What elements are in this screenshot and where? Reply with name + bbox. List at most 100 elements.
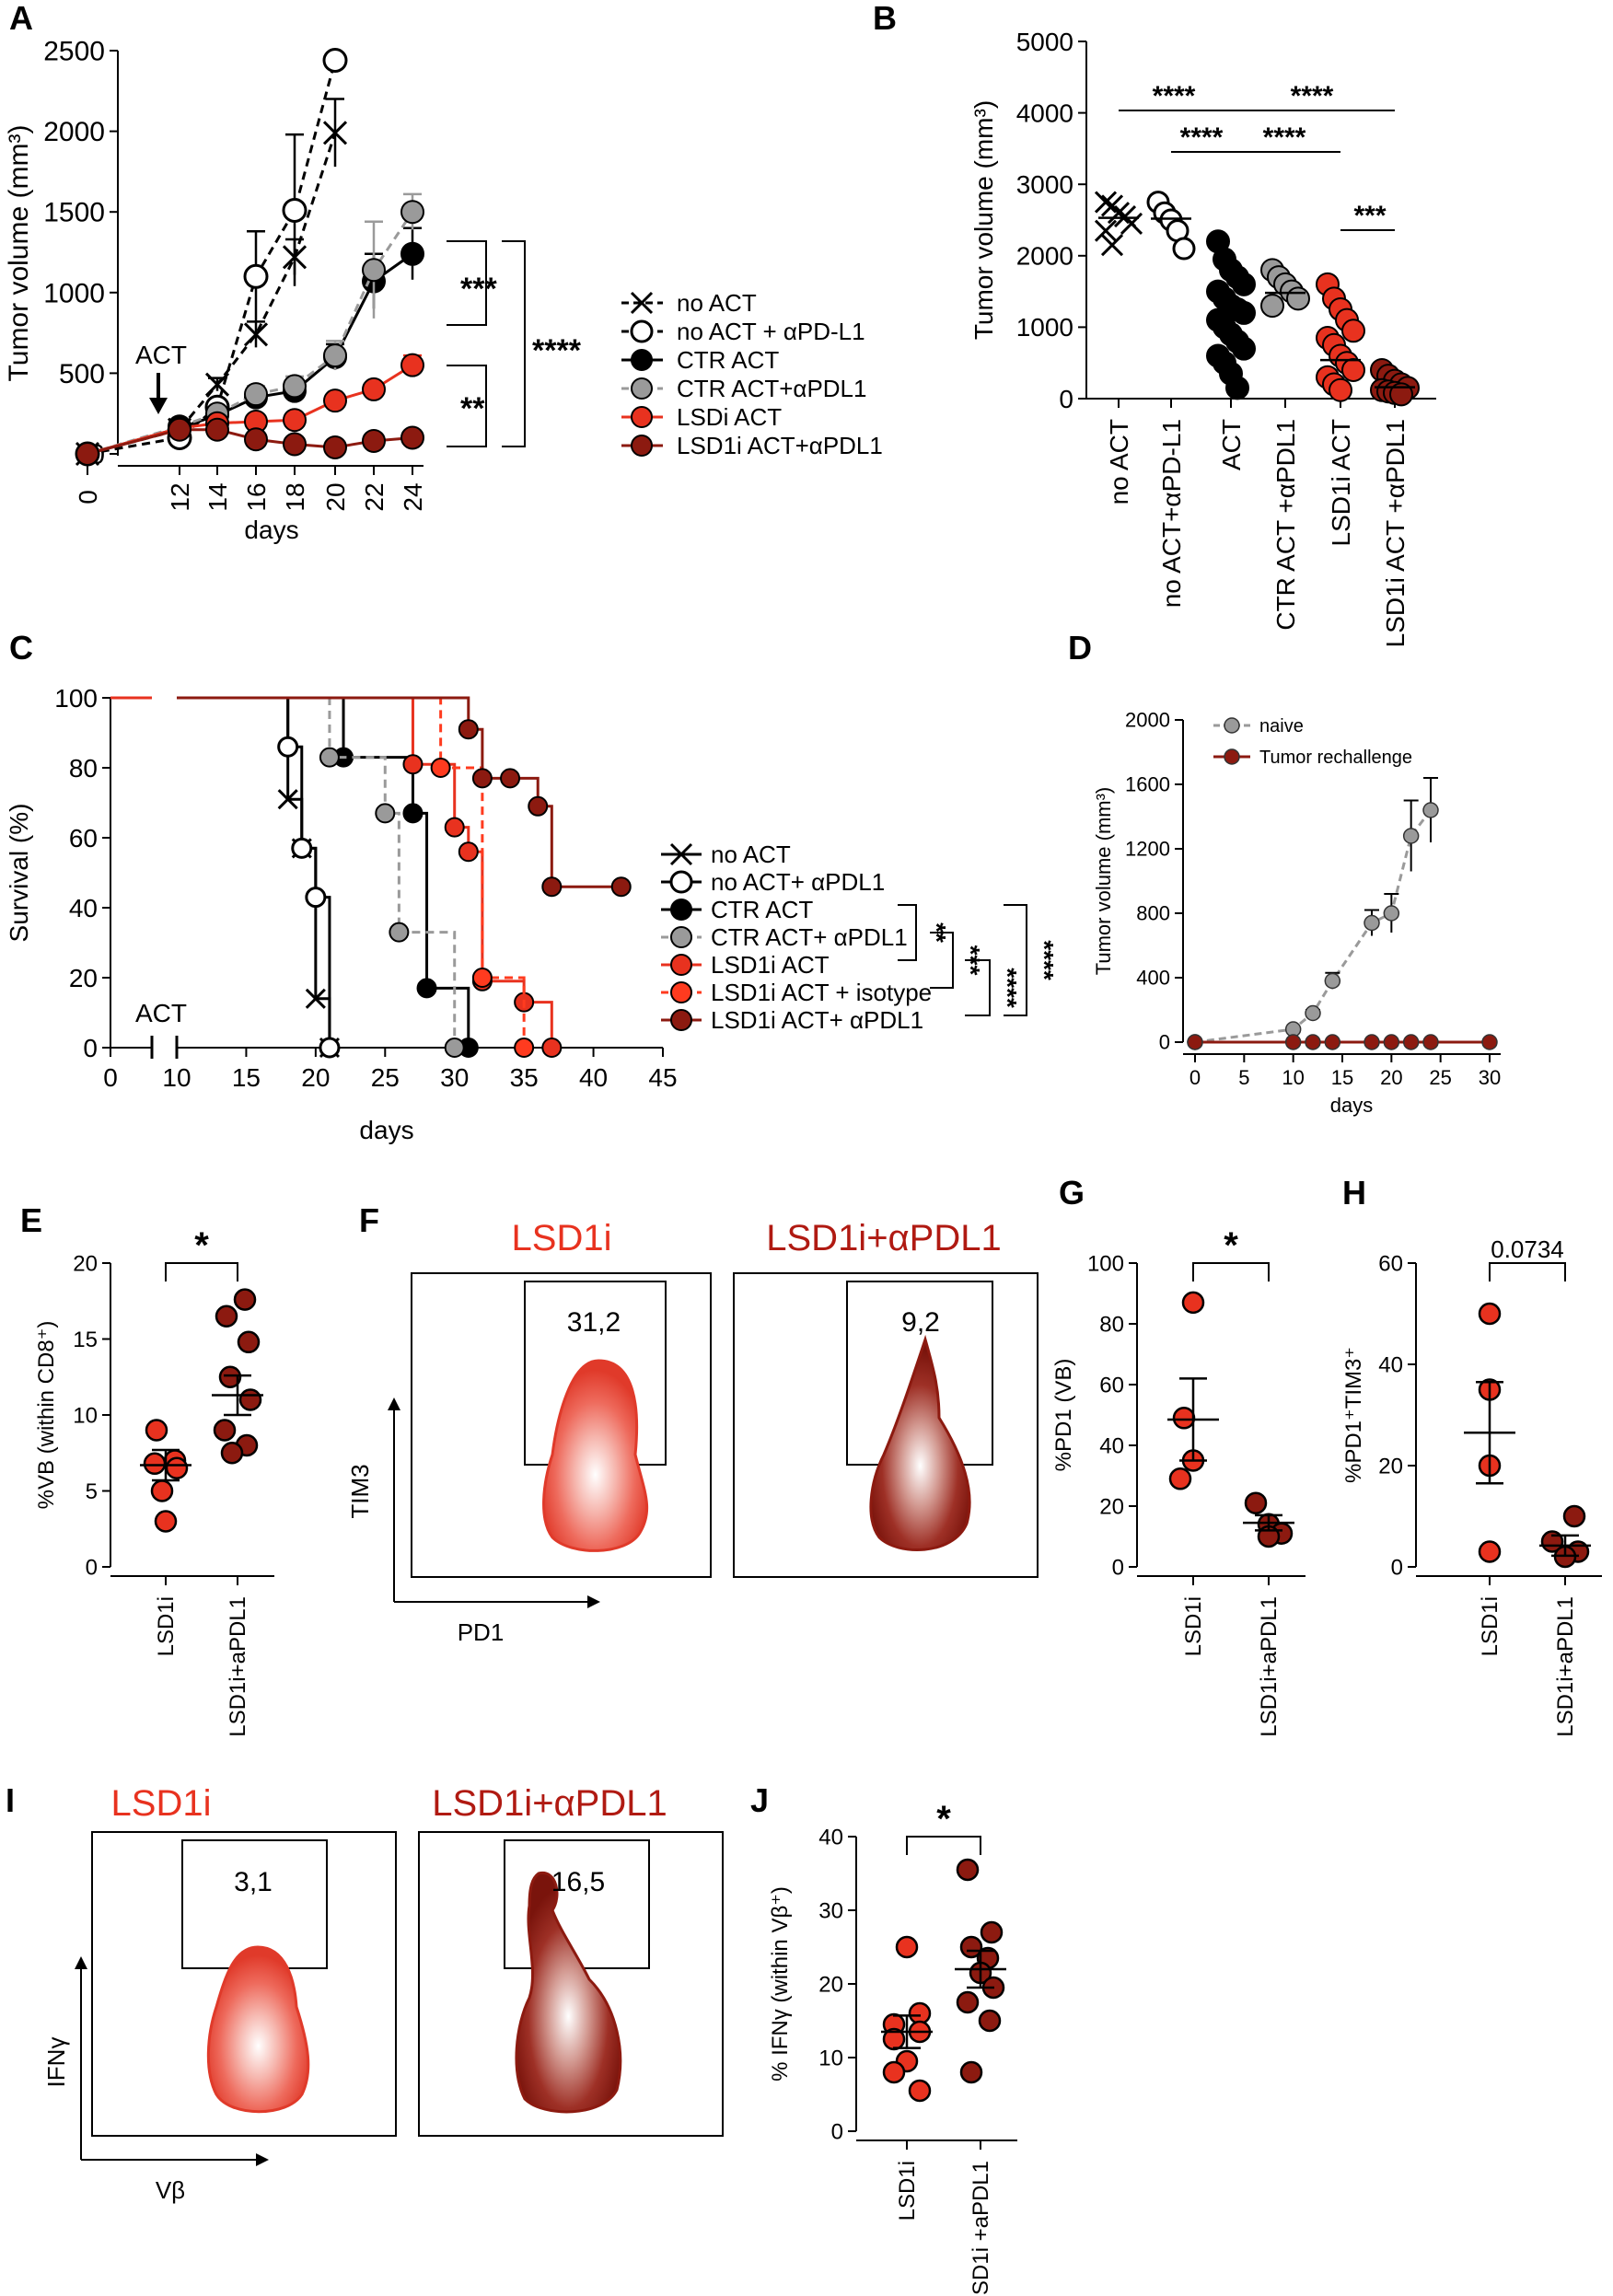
a-legend-label: CTR ACT <box>677 346 779 374</box>
a-act-arrowhead <box>149 398 168 414</box>
c-series-1-point <box>291 837 313 859</box>
panel-letter-i: I <box>6 1781 15 1819</box>
chart-c-survival: 0 20 40 60 80 100 Survival (%) 0 10 15 20 25 30 35 40 4… <box>5 684 678 1144</box>
e-significance: * <box>194 1225 209 1266</box>
flow-i-density-1 <box>206 1945 310 2114</box>
c-series-4-point <box>541 1038 563 1058</box>
c-x-tick-label: 0 <box>103 1063 118 1092</box>
c-series-5-point <box>471 968 493 988</box>
c-series-6-point <box>500 768 521 789</box>
g-y-tick-label: 60 <box>1099 1373 1124 1397</box>
flow-panel-i: LSD1i LSD1i+αPDL1 3,1 16,5 IFNγ Vβ <box>42 1783 724 2204</box>
a-series-1-point <box>322 48 348 74</box>
c-series-line-1 <box>177 696 331 1048</box>
c-series-3-point <box>319 747 340 768</box>
h-significance: 0.0734 <box>1491 1235 1564 1263</box>
g-y-tick-label: 0 <box>1112 1555 1124 1580</box>
e-point <box>150 1479 174 1502</box>
a-y-tick-label: 2000 <box>43 117 105 147</box>
c-legend-label: no ACT+ αPDL1 <box>711 868 885 896</box>
flow-i-frame-2 <box>418 1831 724 2137</box>
d-y-tick-label: 1200 <box>1125 838 1170 861</box>
e-y-tick-label: 20 <box>73 1251 98 1276</box>
a-y-label: Tumor volume (mm³) <box>4 125 34 382</box>
c-series-4-point <box>458 841 479 863</box>
b-y-label: Tumor volume (mm³) <box>969 100 998 340</box>
g-point <box>1168 1467 1192 1490</box>
b-y-tick-label: 3000 <box>1016 170 1073 199</box>
flow-f-x-arrowhead <box>587 1595 600 1608</box>
j-point <box>908 2079 932 2103</box>
b-point-point <box>1329 377 1352 402</box>
flow-f-density-2 <box>869 1334 971 1551</box>
j-point <box>895 1935 919 1959</box>
c-annotation: ACT <box>135 999 187 1027</box>
a-significance-1: *** <box>460 272 497 307</box>
j-significance: * <box>936 1799 951 1839</box>
h-y-tick-label: 40 <box>1378 1352 1403 1377</box>
d-legend-label: naive <box>1259 716 1304 736</box>
d-series-0-point <box>1402 828 1420 844</box>
c-x-tick-label: 10 <box>162 1063 191 1092</box>
d-x-tick-label: 25 <box>1429 1066 1451 1089</box>
c-x-tick-label: 15 <box>232 1063 261 1092</box>
c-x-tick-label: 35 <box>510 1063 539 1092</box>
g-bracket <box>1192 1262 1270 1281</box>
b-x-tick-label: LSD1i ACT <box>1327 419 1355 547</box>
a-series-5-point <box>400 425 424 450</box>
flow-f-frame-1 <box>411 1272 712 1578</box>
b-point-point <box>1172 237 1196 261</box>
c-series-4-point <box>402 754 424 775</box>
j-point <box>882 2027 906 2051</box>
d-x-tick-label: 0 <box>1189 1066 1201 1089</box>
h-y-label: %PD1⁺TIM3⁺ <box>1341 1347 1366 1483</box>
j-y-tick-label: 10 <box>818 2046 843 2070</box>
g-y-tick-label: 20 <box>1099 1494 1124 1519</box>
g-x-tick-label: LSD1i+aPDL1 <box>1257 1596 1282 1737</box>
a-bracket-3 <box>502 240 526 447</box>
d-series-0-point <box>1364 914 1380 932</box>
flow-i-y-label: IFNγ <box>42 2037 70 2088</box>
c-x-tick-label: 30 <box>440 1063 469 1092</box>
chart-d-rechallenge: 0 400 800 1200 1600 2000 Tumor volume (mm³) 0 5 1… <box>1092 709 1501 1117</box>
a-series-1-point <box>282 197 308 223</box>
d-series-0-point <box>1305 1004 1321 1022</box>
e-point <box>237 1330 261 1354</box>
j-y-label: % IFNγ (within Vβ⁺) <box>768 1886 793 2081</box>
g-point <box>1244 1491 1268 1514</box>
flow-f-y-arrowhead <box>388 1397 400 1410</box>
a-legend-label: LSDi ACT <box>677 403 782 431</box>
flow-i-x-label: Vβ <box>156 2176 185 2204</box>
flow-f-density-1 <box>542 1359 649 1552</box>
flow-f-frame-2 <box>733 1272 1039 1578</box>
a-x-tick-label: 20 <box>321 482 350 511</box>
e-point <box>143 1452 167 1476</box>
j-point <box>978 2009 1002 2033</box>
c-series-6-point <box>610 876 632 898</box>
d-y-label: Tumor volume (mm³) <box>1092 787 1115 976</box>
d-y-tick-label: 2000 <box>1125 709 1170 732</box>
panel-letter-c: C <box>9 629 33 667</box>
c-legend-label: LSD1i ACT <box>711 951 830 979</box>
flow-i-x-arrowhead <box>256 2153 269 2166</box>
h-x-tick-label: LSD1i <box>1478 1596 1503 1656</box>
a-series-2-point <box>400 241 424 266</box>
a-significance-3: **** <box>532 333 582 368</box>
g-y-label: %PD1 (VB) <box>1051 1359 1076 1472</box>
a-series-5-point <box>362 428 386 453</box>
g-y-tick-label: 40 <box>1099 1433 1124 1458</box>
a-y-tick-label: 1000 <box>43 278 105 308</box>
e-point <box>215 1305 238 1328</box>
a-series-line-1 <box>87 60 337 456</box>
c-y-tick-label: 40 <box>69 894 98 922</box>
j-x-tick-label: LSD1i +aPDL1 <box>969 2161 993 2296</box>
c-series-0-point <box>305 988 326 1009</box>
chart-h-pd1-tim3-percent: 0 20 40 60 %PD1⁺TIM3⁺ LSD1i LSD1i+aPDL1 0.0734 <box>1341 1235 1602 1737</box>
g-point <box>1172 1407 1196 1430</box>
a-annotation: ACT <box>135 341 187 369</box>
c-legend-swatch-point <box>670 899 692 921</box>
c-legend-label: CTR ACT+ αPDL1 <box>711 923 908 951</box>
a-legend-label: no ACT + αPD-L1 <box>677 318 865 345</box>
c-series-line-0 <box>177 696 331 1048</box>
